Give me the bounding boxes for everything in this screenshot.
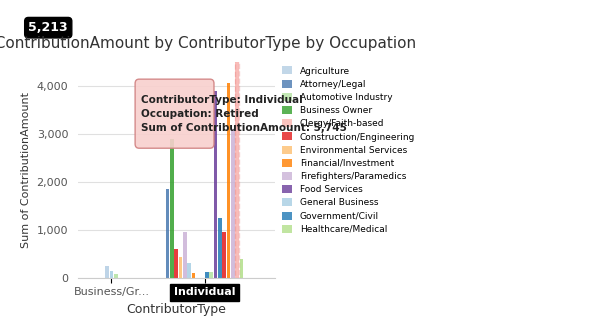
Text: Occupation: Retired: Occupation: Retired	[141, 109, 259, 119]
X-axis label: ContributorType: ContributorType	[127, 303, 227, 316]
Text: 5,213: 5,213	[28, 21, 68, 34]
Bar	[236, 2, 239, 278]
Bar	[205, 272, 209, 278]
Y-axis label: Sum of ContributionAmount: Sum of ContributionAmount	[21, 92, 31, 248]
Bar	[183, 232, 187, 278]
Bar	[227, 83, 230, 278]
Bar	[109, 271, 113, 278]
Bar	[218, 218, 222, 278]
Bar	[166, 189, 169, 278]
Title: Sum of ContributionAmount by ContributorType by Occupation: Sum of ContributionAmount by Contributor…	[0, 36, 416, 51]
Bar	[214, 91, 218, 278]
Bar	[209, 272, 213, 278]
Bar	[114, 274, 118, 278]
Bar	[174, 249, 178, 278]
Bar	[188, 263, 191, 278]
Legend: Agriculture, Attorney/Legal, Automotive Industry, Business Owner, Clergy/Faith-b: Agriculture, Attorney/Legal, Automotive …	[282, 67, 415, 234]
Text: ContributorType: Individual: ContributorType: Individual	[141, 95, 303, 105]
Text: Sum of ContributionAmount: 5,745: Sum of ContributionAmount: 5,745	[141, 123, 347, 133]
Bar	[222, 232, 226, 278]
Bar	[178, 257, 182, 278]
Bar	[240, 259, 243, 278]
Bar	[192, 273, 195, 278]
Bar	[231, 129, 235, 278]
Bar	[170, 139, 174, 278]
Bar	[105, 266, 109, 278]
Bar	[235, 2, 239, 278]
FancyBboxPatch shape	[135, 79, 214, 148]
